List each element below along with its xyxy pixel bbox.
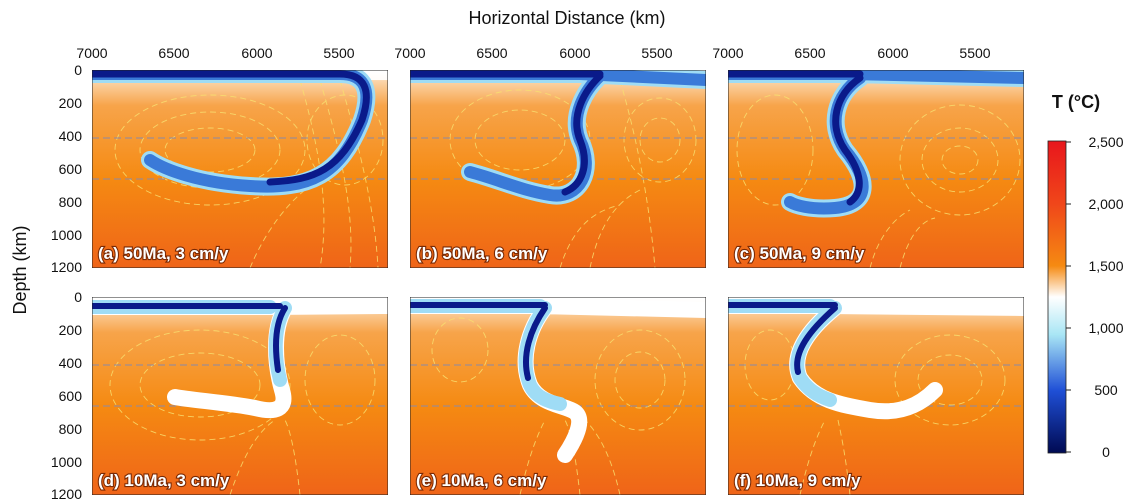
x-tick-label: 5500 [641, 45, 672, 61]
x-tick-label: 7000 [394, 45, 425, 61]
x-tick-label: 5500 [323, 45, 354, 61]
y-tick-label: 800 [59, 421, 83, 437]
panel-e [410, 297, 706, 495]
colorbar-tick-label: 2,500 [1088, 134, 1123, 150]
y-tick-label: 400 [59, 355, 83, 371]
panel-c [728, 70, 1024, 268]
panel-a [92, 70, 388, 268]
colorbar-tick-label: 500 [1094, 382, 1118, 398]
slab [92, 298, 388, 419]
y-tick-labels: 0 200 400 600 800 1000 1200 0 200 400 60… [51, 62, 82, 501]
mantle-background [410, 70, 706, 268]
slab [728, 298, 1024, 420]
x-tick-label: 6000 [877, 45, 908, 61]
x-tick-label: 6500 [794, 45, 825, 61]
y-tick-label: 200 [59, 322, 83, 338]
slab [728, 70, 1024, 218]
colorbar-tick-label: 0 [1102, 444, 1110, 460]
mantle-background [92, 297, 388, 495]
panel-label: (d) 10Ma, 3 cm/y [98, 471, 230, 490]
colorbar-tick-label: 2,000 [1088, 196, 1123, 212]
colorbar-title: T (°C) [1052, 92, 1100, 112]
y-tick-label: 0 [74, 62, 82, 78]
y-tick-label: 1000 [51, 454, 82, 470]
panel-label: (e) 10Ma, 6 cm/y [416, 471, 547, 490]
mantle-background [410, 297, 706, 495]
slab [92, 70, 376, 196]
panel-d [92, 297, 388, 495]
streamlines [736, 94, 1021, 268]
panel-f [728, 297, 1024, 495]
x-tick-label: 6500 [158, 45, 189, 61]
mantle-background [92, 70, 388, 268]
colorbar: T (°C) 2,500 2,000 1,500 1,000 500 0 [1047, 92, 1124, 460]
streamlines [109, 329, 376, 495]
panel-label: (b) 50Ma, 6 cm/y [416, 244, 548, 263]
slab [410, 298, 706, 463]
panel-b [410, 70, 706, 268]
x-tick-label: 5500 [959, 45, 990, 61]
y-tick-label: 200 [59, 95, 83, 111]
x-tick-labels: 7000 6500 6000 5500 7000 6500 6000 5500 … [76, 45, 990, 61]
x-tick-label: 7000 [76, 45, 107, 61]
colorbar-tick-label: 1,000 [1088, 320, 1123, 336]
y-tick-label: 1000 [51, 227, 82, 243]
slab [410, 70, 706, 205]
x-tick-label: 6000 [241, 45, 272, 61]
y-tick-label: 0 [74, 289, 82, 305]
y-tick-label: 400 [59, 128, 83, 144]
y-tick-label: 1200 [51, 486, 82, 501]
x-axis-title: Horizontal Distance (km) [468, 8, 665, 28]
colorbar-scale [1047, 140, 1067, 454]
y-axis-title: Depth (km) [10, 225, 30, 314]
y-tick-label: 600 [59, 161, 83, 177]
panel-label: (c) 50Ma, 9 cm/y [734, 244, 865, 263]
panel-label: (a) 50Ma, 3 cm/y [98, 244, 229, 263]
panel-label: (f) 10Ma, 9 cm/y [734, 471, 861, 490]
y-tick-label: 600 [59, 388, 83, 404]
y-tick-label: 800 [59, 194, 83, 210]
mantle-background [728, 70, 1024, 268]
y-tick-label: 1200 [51, 259, 82, 275]
x-tick-label: 6500 [476, 45, 507, 61]
x-tick-label: 7000 [712, 45, 743, 61]
colorbar-tick-label: 1,500 [1088, 258, 1123, 274]
mantle-background [728, 297, 1024, 495]
x-tick-label: 6000 [559, 45, 590, 61]
